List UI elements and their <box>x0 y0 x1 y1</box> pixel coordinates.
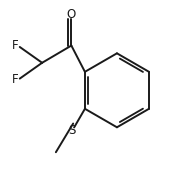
Text: O: O <box>67 8 76 21</box>
Text: F: F <box>12 73 19 87</box>
Text: S: S <box>68 124 76 137</box>
Text: F: F <box>12 39 19 52</box>
